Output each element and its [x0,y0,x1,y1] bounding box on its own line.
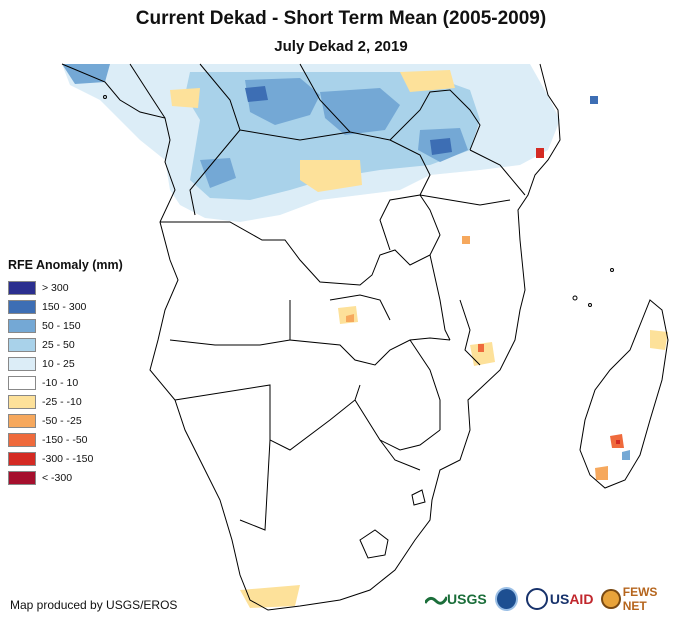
anomaly-patch-5 [200,158,236,188]
dry-patch-8 [595,466,608,480]
legend-label: -150 - -50 [42,433,88,446]
legend-row: 50 - 150 [8,316,123,335]
usaid-logo: US AID [525,588,594,610]
wet-spot-east [590,96,598,104]
dry-patch-14 [478,344,484,352]
dry-patch-1 [170,88,200,108]
legend-row: -50 - -25 [8,411,123,430]
legend-label: 50 - 150 [42,319,81,332]
legend-swatch [8,337,36,352]
dry-patch-3 [400,70,455,92]
legend-swatch [8,280,36,295]
usaid-seal-icon [525,588,548,610]
legend-label: -300 - -150 [42,452,94,465]
dry-patch-13 [616,440,620,444]
legend-swatch [8,432,36,447]
border-c [160,194,441,286]
border-e [299,63,351,133]
border-l [354,399,441,451]
legend-label: -50 - -25 [42,414,82,427]
legend-label: 25 - 50 [42,338,75,351]
island-2 [588,303,592,307]
usaid-text-us: US [549,591,570,607]
border-r [329,294,391,321]
border-f [389,89,481,151]
usgs-logo: USGS [425,591,487,607]
anomaly-patch-7 [245,86,268,102]
dry-patch-7 [650,330,668,350]
islands [103,95,614,307]
lesotho-border [359,529,389,559]
usgs-wave-icon [425,596,447,605]
legend-items: > 300 150 - 300 50 - 150 25 - 50 10 - 25 -10 … [8,278,123,487]
legend-swatch [8,451,36,466]
legend-label: -10 - 10 [42,376,79,389]
border-a [129,63,166,119]
border-p [459,299,481,366]
anomaly-patch-2 [320,88,400,135]
legend-row: 10 - 25 [8,354,123,373]
border-i [289,300,451,366]
island-1 [572,295,578,301]
fewsnet-seal-icon [601,589,621,609]
madagascar [579,299,669,489]
legend-label: -25 - -10 [42,395,82,408]
legend-row: 25 - 50 [8,335,123,354]
anomaly-fields [62,64,668,608]
fewsnet-text: FEWS NET [622,585,658,613]
dry-patch-6 [470,342,495,366]
legend-swatch [8,299,36,314]
border-m [239,439,271,531]
legend-swatch [8,394,36,409]
legend-label: 10 - 25 [42,357,75,370]
legend-row: -300 - -150 [8,449,123,468]
legend: RFE Anomaly (mm) > 300 150 - 300 50 - 150 2… [8,258,123,487]
anomaly-patch-6 [430,138,452,155]
mainland-coastline [61,63,561,611]
legend-swatch [8,375,36,390]
legend-row: -25 - -10 [8,392,123,411]
fewsnet-logo: FEWS NET [601,585,682,613]
legend-row: -150 - -50 [8,430,123,449]
map-title: Current Dekad - Short Term Mean (2005-20… [135,8,547,29]
usgs-text: USGS [447,591,487,607]
legend-label: 150 - 300 [42,300,87,313]
legend-swatch [8,470,36,485]
border-d [239,129,431,251]
dry-patch-2 [300,160,362,192]
legend-swatch [8,413,36,428]
legend-label: > 300 [42,281,69,294]
legend-row: -10 - 10 [8,373,123,392]
country-boundaries [61,63,561,611]
dry-patch-9 [346,314,354,322]
legend-row: < -300 [8,468,123,487]
legend-row: 150 - 300 [8,297,123,316]
border-h [419,194,511,206]
footer-credit: Map produced by USGS/EROS [10,598,178,612]
border-b [189,63,241,216]
island-4 [103,95,107,99]
legend-row: > 300 [8,278,123,297]
wet-spot-madagascar [622,450,630,460]
legend-swatch [8,318,36,333]
border-g [469,149,526,196]
border-q [409,339,441,430]
legend-label: < -300 [42,471,73,484]
usaid-text-aid: AID [569,591,594,607]
logo-bar: USGS US AID FEWS NET [425,583,682,615]
eswatini-border [411,489,426,506]
dry-patch-12 [536,148,544,158]
legend-title: RFE Anomaly (mm) [8,258,123,272]
map-subtitle: July Dekad 2, 2019 [274,38,408,55]
border-k [174,384,361,451]
border-j [169,339,291,346]
border-n [379,439,421,471]
map-area [61,63,669,611]
dry-patch-10 [462,236,470,244]
legend-swatch [8,356,36,371]
island-3 [610,268,614,272]
border-o [429,254,451,341]
noaa-logo-icon [494,587,518,611]
